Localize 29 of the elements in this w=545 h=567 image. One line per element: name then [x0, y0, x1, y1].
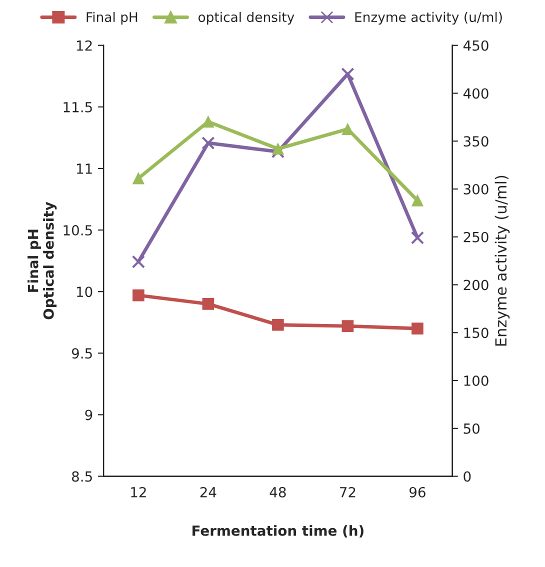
legend-label: optical density — [198, 12, 294, 25]
y-tick-label: 8.5 — [72, 471, 92, 482]
x-tick-label: 24 — [200, 486, 216, 498]
y-tick-label: 9.5 — [72, 348, 92, 359]
y2-tick-label: 250 — [464, 232, 488, 242]
x-tick-label: 12 — [131, 486, 146, 498]
y2-tick-label: 0 — [464, 471, 471, 482]
y-tick-label: 10 — [76, 286, 92, 298]
x-tick-label: 72 — [340, 486, 356, 498]
y2-axis-title: Enzyme activity (u/ml) — [494, 176, 510, 346]
y2-tick-label: 450 — [463, 40, 488, 51]
y-tick-label: 12 — [76, 40, 92, 51]
y2-tick-label: 300 — [464, 184, 488, 194]
legend-label: Enzyme activity (u/ml) — [355, 12, 502, 25]
legend-label: Final pH — [86, 12, 138, 25]
y2-tick-label: 100 — [464, 375, 488, 386]
y-tick-label: 10.5 — [64, 225, 92, 236]
y2-tick-label: 50 — [464, 423, 480, 434]
y2-tick-label: 400 — [463, 88, 488, 99]
y2-tick-label: 200 — [464, 280, 488, 290]
y2-tick-label: 150 — [464, 328, 488, 338]
x-axis-title: Fermentation time (h) — [192, 525, 364, 538]
y-axis-title: Final pH Optical density — [28, 202, 57, 320]
y-tick-label: 11.5 — [64, 102, 92, 112]
x-tick-label: 96 — [410, 486, 426, 498]
y2-tick-label: 350 — [464, 136, 488, 147]
y-tick-label: 9 — [85, 410, 92, 420]
x-tick-label: 48 — [270, 486, 286, 498]
y-tick-label: 11 — [76, 164, 92, 174]
